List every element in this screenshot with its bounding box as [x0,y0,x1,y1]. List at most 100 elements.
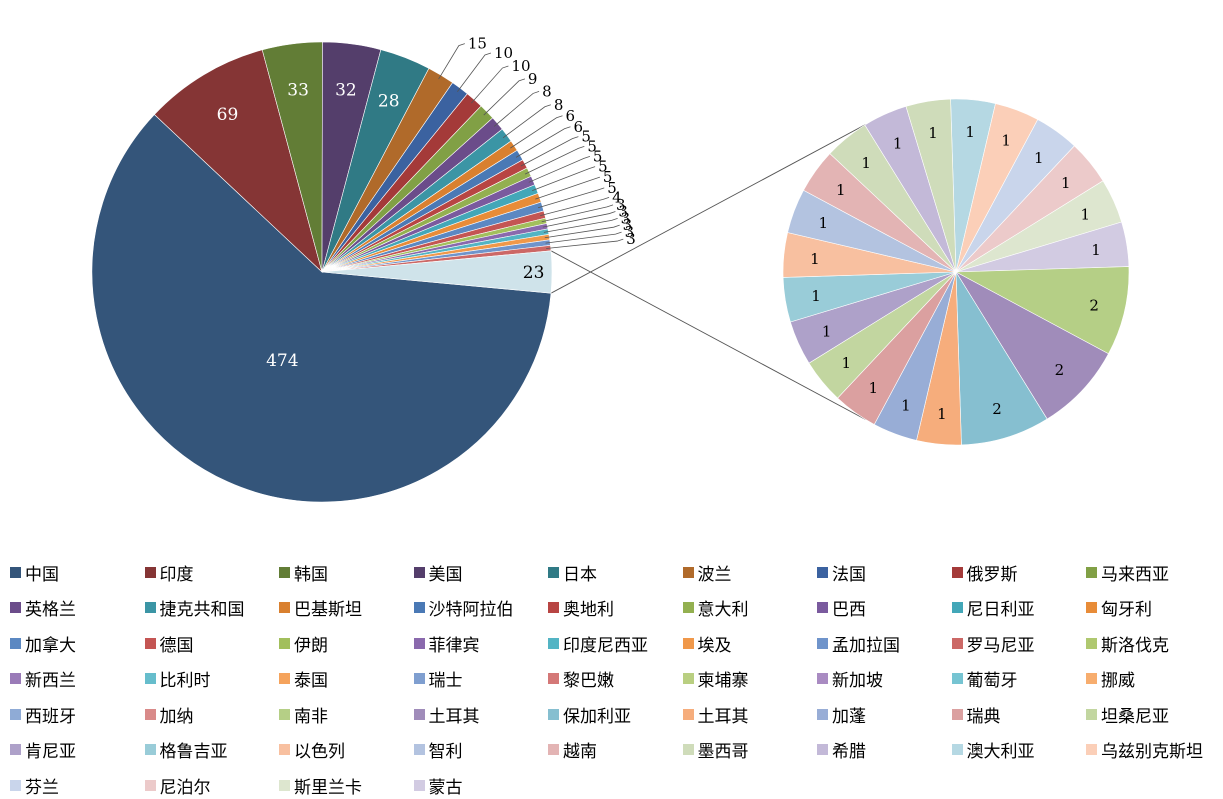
secondary-slice-value-label: 1 [928,124,938,142]
legend-label: 挪威 [1101,671,1135,691]
slice-value-label: 8 [542,82,552,100]
legend-swatch [951,637,963,649]
legend-swatch [1086,744,1097,755]
legend-item: 加蓬 [817,700,866,728]
slice-value-label: 5 [587,137,597,155]
legend-item: 俄罗斯 [951,558,1018,586]
legend-label: 格鲁吉亚 [159,742,228,762]
legend-label: 加纳 [159,706,194,727]
legend-swatch [548,602,559,613]
legend-swatch [279,779,290,791]
legend-swatch [10,744,21,755]
legend-item: 瑞士 [413,665,463,693]
legend-swatch [279,673,290,684]
legend-item: 斯洛伐克 [1086,629,1169,657]
legend-item: 新加坡 [817,665,883,693]
legend-label: 伊朗 [294,635,328,656]
slice-value-label: 5 [581,128,591,146]
slice-value-label: 5 [598,158,608,176]
secondary-slice-value-label: 1 [965,123,975,141]
slice-value-label: 10 [494,44,513,62]
legend-swatch [1086,566,1097,578]
legend-label: 波兰 [697,564,732,585]
slice-value-label: 33 [287,81,309,101]
slice-value-label: 32 [335,81,357,101]
secondary-slice-value-label: 1 [822,322,832,340]
legend-item: 伊朗 [279,629,328,657]
leader-line [535,176,601,200]
connector-line [550,124,866,294]
legend-swatch [951,744,963,755]
slice-value-label: 10 [511,57,530,75]
slice-value-label: 3 [623,216,633,234]
leader-line [520,136,579,167]
legend-label: 孟加拉国 [832,635,900,656]
legend-swatch [413,602,425,613]
secondary-slice-value-label: 1 [819,214,829,232]
leader-line [544,224,620,239]
legend-swatch [10,708,21,720]
legend-label: 泰国 [294,671,328,691]
legend-label: 新西兰 [25,671,76,691]
legend-swatch [279,602,290,613]
legend-item: 加纳 [144,700,194,728]
secondary-slice-value-label: 1 [1081,206,1091,224]
leader-line [524,145,585,175]
leader-line [532,166,596,192]
legend-item: 黎巴嫩 [548,665,614,693]
secondary-slice-value-label: 1 [810,250,820,268]
legend-swatch [413,708,425,720]
legend-swatch [144,708,156,720]
secondary-slice-value-label: 2 [1055,361,1065,379]
legend-item: 蒙古 [413,771,463,799]
legend-swatch [817,708,828,720]
slice-value-label: 23 [523,263,545,283]
secondary-slice-value-label: 1 [937,405,947,423]
legend-swatch [817,637,828,649]
legend-swatch [682,673,694,684]
legend-swatch [144,566,156,578]
leader-line [537,187,605,209]
legend-item: 罗马尼亚 [951,629,1035,657]
legend-label: 土耳其 [428,706,480,727]
leader-lines [438,43,624,249]
legend-item: 波兰 [682,558,732,586]
leader-line [483,78,526,116]
leader-line [502,104,551,139]
legend-item: 泰国 [279,665,328,693]
legend-swatch [682,637,694,649]
legend-item: 斯里兰卡 [279,771,362,799]
secondary-slice-value-label: 1 [836,181,846,199]
legend-item: 土耳其 [413,700,480,728]
legend-item: 土耳其 [682,700,749,728]
legend-item: 德国 [144,629,194,657]
legend-swatch [817,602,828,613]
slice-value-label: 5 [593,147,603,165]
legend-swatch [548,566,559,578]
legend-swatch [682,602,694,613]
legend-label: 比利时 [159,671,211,691]
slice-value-label: 5 [603,168,613,186]
legend-item: 巴西 [817,594,866,622]
legend-swatch [413,566,425,578]
pie-slice [153,49,323,273]
legend-label: 尼泊尔 [159,777,211,798]
legend-item: 埃及 [682,629,732,657]
legend-swatch [10,566,21,578]
slice-value-label: 474 [266,351,298,371]
legend-label: 墨西哥 [697,742,749,762]
legend-swatch [144,637,156,649]
legend-item: 沙特阿拉伯 [413,594,514,622]
legend-item: 越南 [548,736,597,764]
legend-item: 意大利 [682,594,749,622]
legend-swatch [144,602,156,613]
legend-label: 黎巴嫩 [563,671,614,691]
legend-item: 坦桑尼亚 [1086,700,1169,728]
legend-swatch [10,779,21,791]
legend-swatch [10,602,21,613]
pie-slice-aggregate [321,250,553,294]
legend-swatch [1086,673,1097,684]
legend-item: 葡萄牙 [951,665,1018,693]
secondary-slice-value-label: 1 [901,397,911,415]
